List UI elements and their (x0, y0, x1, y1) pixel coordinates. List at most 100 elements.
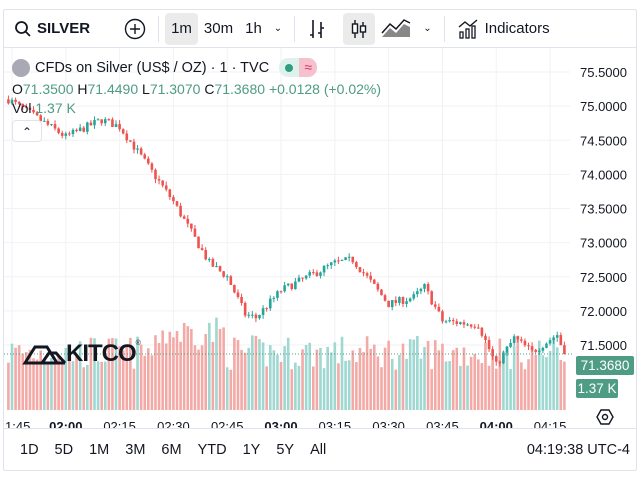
market-status-badge[interactable]: ≈ (279, 58, 318, 77)
plus-circle-icon (124, 18, 146, 39)
volume-bar (329, 352, 333, 410)
range-1d[interactable]: 1D (20, 442, 39, 458)
candle-body (494, 356, 498, 362)
volume-bar (534, 354, 538, 410)
silver-symbol-icon (12, 58, 30, 77)
candle-body (17, 101, 21, 104)
interval-1m[interactable]: 1m (165, 12, 198, 45)
volume-bar (319, 347, 322, 410)
candle-body (322, 265, 326, 273)
chart-canvas[interactable]: 75.5000 75.0000 74.5000 74.0000 73.5000 73.00… (4, 48, 636, 434)
volume-bar (7, 362, 10, 410)
volume-bar (64, 347, 68, 410)
symbol-search[interactable]: SILVER (8, 13, 96, 45)
indicators-button[interactable]: Indicators (451, 13, 556, 45)
bar-style-button[interactable] (301, 13, 333, 45)
volume-bar (559, 359, 563, 410)
volume-bar (132, 368, 136, 410)
volume-bar (222, 327, 225, 410)
candle-body (197, 236, 200, 249)
kitco-logo: KITCO ® (22, 340, 141, 368)
range-1y[interactable]: 1Y (242, 442, 261, 458)
interval-30m[interactable]: 30m (198, 13, 239, 45)
volume-bar (430, 369, 433, 410)
candle-body (229, 276, 233, 285)
volume-bar (50, 357, 53, 410)
candle-body (541, 347, 545, 351)
volume-bar (315, 349, 319, 410)
interval-label: 1m (171, 20, 192, 37)
candle-body (10, 99, 14, 104)
candle-body (164, 185, 168, 190)
interval-1h[interactable]: 1h (239, 13, 268, 45)
compare-button[interactable] (118, 13, 152, 45)
range-6m[interactable]: 6M (161, 442, 182, 458)
candle-body (154, 169, 157, 180)
volume-bar (423, 346, 426, 410)
low-label: L (142, 81, 150, 97)
volume-bar (161, 330, 164, 410)
candle-body (60, 132, 64, 136)
volume-bar (193, 345, 197, 410)
volume-bar (437, 350, 441, 410)
candle-body (147, 158, 150, 164)
range-all[interactable]: All (310, 442, 327, 458)
volume-bar (229, 369, 233, 410)
symbol-label: SILVER (37, 20, 91, 37)
area-style-button[interactable] (375, 13, 417, 45)
volume-bar (218, 328, 222, 410)
volume-bar (258, 339, 261, 410)
candle-body (294, 281, 297, 290)
volume-bar (204, 334, 207, 410)
volume-bar (247, 347, 251, 410)
candle-body (93, 120, 96, 126)
candle-body (484, 335, 487, 341)
candle-body (329, 262, 333, 266)
candle-body (355, 262, 358, 268)
candle-body (469, 324, 473, 327)
candle-body (398, 297, 401, 303)
interval-dropdown[interactable]: ⌄ (268, 13, 288, 45)
volume-bar (150, 355, 154, 410)
range-3m[interactable]: 3M (125, 442, 146, 458)
volume-bar (451, 350, 455, 410)
volume-bar (362, 352, 365, 410)
volume-bar (111, 338, 114, 410)
volume-bar (172, 337, 175, 410)
candle-body (358, 267, 362, 273)
volume-bar (197, 349, 200, 410)
candle-body (35, 112, 39, 116)
divider (158, 15, 160, 42)
chart-settings-button[interactable] (596, 408, 614, 426)
chart-type-dropdown[interactable]: ⌄ (417, 13, 437, 45)
volume-bar (487, 365, 491, 410)
range-ytd[interactable]: YTD (197, 442, 227, 458)
candle-body (139, 148, 143, 155)
volume-bar (462, 347, 466, 410)
volume-bar (251, 335, 254, 410)
candle-body (441, 311, 444, 322)
candle-body (473, 326, 477, 328)
candle-body (362, 272, 365, 274)
legend: CFDs on Silver (US$ / OZ) · 1 · TVC ≈ O7… (12, 58, 381, 142)
candle-body (175, 201, 179, 206)
candle-body (161, 180, 164, 186)
range-5y[interactable]: 5Y (276, 442, 295, 458)
price-tick: 75.0000 (580, 99, 627, 114)
volume-bar (365, 336, 369, 410)
collapse-legend-button[interactable]: ⌃ (12, 120, 42, 142)
range-1m[interactable]: 1M (89, 442, 110, 458)
last-price-label: 71.3680 (576, 356, 634, 375)
volume-bar (57, 355, 60, 410)
candle-body (383, 295, 387, 301)
volume-bar (394, 369, 398, 410)
volume-bar (523, 369, 527, 410)
candle-body (225, 276, 229, 278)
range-5d[interactable]: 5D (54, 442, 74, 458)
candle-style-button[interactable] (343, 12, 376, 45)
chevron-down-icon: ⌄ (423, 23, 432, 34)
volume-bar (326, 346, 329, 410)
volume-bar (459, 365, 462, 410)
search-icon (15, 20, 31, 37)
chart-area[interactable]: 75.5000 75.0000 74.5000 74.0000 73.5000 73.00… (4, 48, 636, 434)
